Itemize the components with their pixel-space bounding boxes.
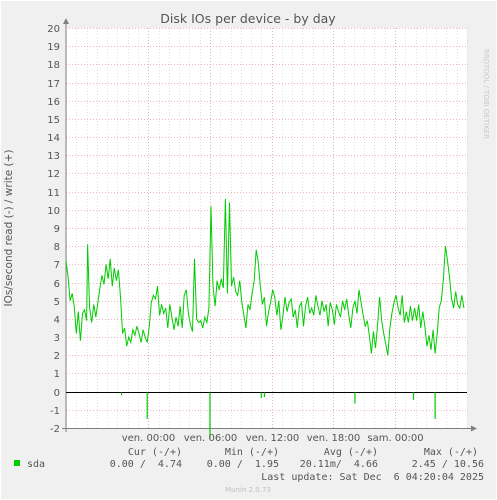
- y-tick-label: 8: [54, 242, 60, 253]
- y-tick-label: 7: [54, 260, 60, 271]
- last-update-text: Last update: Sat Dec 6 04:20:04 2025: [261, 472, 484, 483]
- y-tick-label: 11: [47, 188, 60, 199]
- y-tick-label: 2: [54, 351, 60, 362]
- series-sda-write-line: [65, 198, 465, 356]
- legend-swatch: [14, 460, 20, 466]
- legend-value-avg: 20.11m/ 4.66: [300, 459, 378, 470]
- y-axis-label: IOs/second read (-) / write (+): [3, 149, 15, 306]
- y-tick-label: 4: [54, 315, 60, 326]
- x-tick-label: sam. 00:00: [367, 433, 423, 444]
- axis-layer: [62, 18, 477, 432]
- y-tick-label: 10: [47, 206, 60, 217]
- y-axis-arrow: [63, 18, 69, 24]
- y-tick-label: 3: [54, 333, 60, 344]
- y-tick-label: 5: [54, 297, 60, 308]
- legend-header-cur: Cur (-/+): [128, 447, 182, 458]
- y-tick-label: 15: [47, 115, 60, 126]
- y-tick-label: 9: [54, 224, 60, 235]
- y-tick-label: 12: [47, 169, 60, 180]
- y-tick-label: 17: [47, 79, 60, 90]
- legend-header-min: Min (-/+): [225, 447, 279, 458]
- grid-layer: [66, 28, 468, 429]
- y-tick-label: -2: [50, 424, 60, 435]
- y-tick-label: 18: [47, 60, 60, 71]
- plot-area: [66, 28, 467, 428]
- watermark: RRDTOOL / TOBI OETIKER: [482, 49, 490, 139]
- legend-value-max: 2.45 / 10.56: [412, 459, 484, 470]
- legend-header-avg: Avg (-/+): [324, 447, 378, 458]
- legend-value-min: 0.00 / 1.95: [207, 459, 279, 470]
- y-tick-label: 1: [54, 369, 60, 380]
- labels-layer: -2-101234567891011121314151617181920ven.…: [47, 24, 423, 444]
- legend-value-cur: 0.00 / 4.74: [110, 459, 182, 470]
- legend-header-max: Max (-/+): [424, 447, 478, 458]
- y-tick-label: 19: [47, 42, 60, 53]
- x-tick-label: ven. 00:00: [122, 433, 176, 444]
- y-tick-label: 0: [54, 388, 60, 399]
- y-tick-label: -1: [50, 406, 60, 417]
- chart-title: Disk IOs per device - by day: [160, 11, 336, 26]
- y-tick-label: 6: [54, 279, 60, 290]
- munin-version: Munin 2.0.73: [225, 486, 271, 494]
- y-tick-label: 16: [47, 97, 60, 108]
- y-tick-label: 14: [47, 133, 60, 144]
- x-tick-label: ven. 18:00: [307, 433, 361, 444]
- x-axis-arrow: [471, 425, 477, 432]
- y-tick-label: 20: [47, 24, 60, 35]
- x-tick-label: ven. 06:00: [184, 433, 238, 444]
- x-tick-label: ven. 12:00: [246, 433, 300, 444]
- series-layer: [65, 198, 467, 439]
- y-tick-label: 13: [47, 151, 60, 162]
- legend-series-label: sda: [27, 459, 45, 470]
